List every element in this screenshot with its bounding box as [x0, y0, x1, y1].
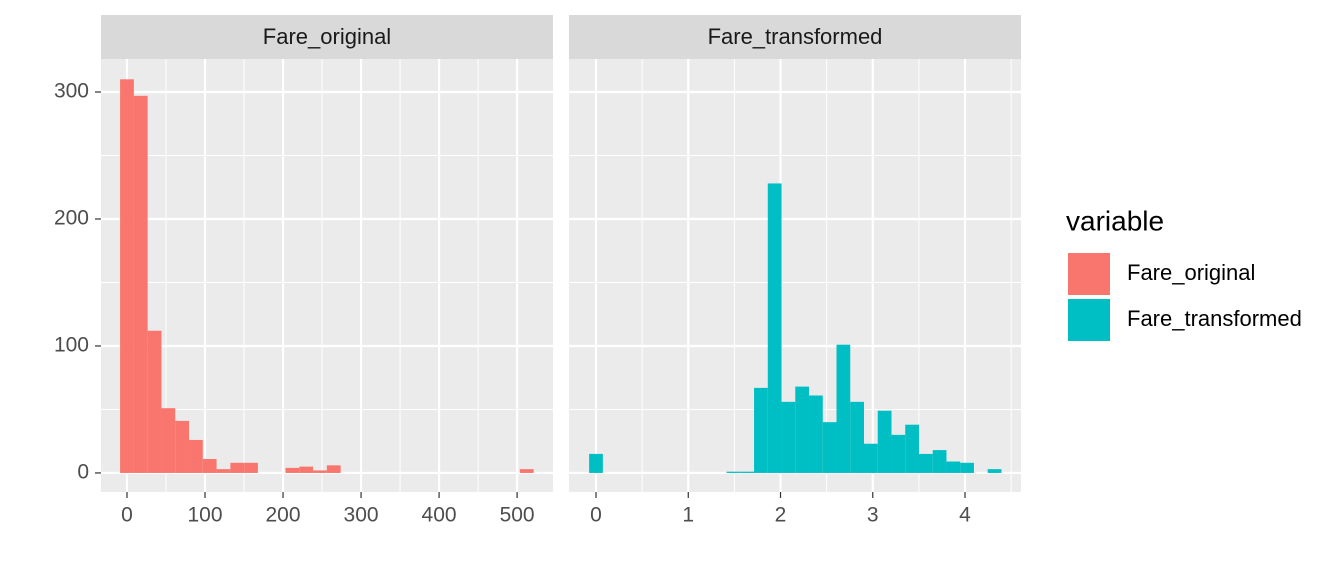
histogram-bar [175, 420, 190, 473]
histogram-bar [863, 443, 878, 473]
histogram-bar [133, 95, 148, 473]
x-tick-label: 300 [344, 504, 379, 527]
legend-label: Fare_transformed [1127, 306, 1302, 331]
histogram-bar [891, 434, 906, 473]
histogram-bar [822, 422, 837, 473]
histogram-bar [726, 471, 741, 473]
x-tick-label: 1 [682, 504, 694, 527]
y-tick-label: 300 [54, 80, 89, 103]
histogram-bar [850, 401, 864, 473]
strip-label: Fare_transformed [708, 24, 883, 49]
histogram-bar [299, 466, 314, 473]
histogram-bar [313, 470, 327, 473]
histogram-bar [519, 469, 534, 473]
legend-key [1068, 253, 1110, 295]
x-tick-label: 200 [266, 504, 301, 527]
legend-title: variable [1066, 205, 1164, 236]
x-tick-label: 0 [590, 504, 602, 527]
x-tick-label: 2 [775, 504, 787, 527]
x-tick-label: 400 [422, 504, 457, 527]
histogram-bar [189, 439, 203, 473]
histogram-bar [781, 401, 796, 473]
x-tick-label: 3 [867, 504, 879, 527]
histogram-bar [918, 453, 933, 473]
strip-background [569, 15, 1021, 59]
histogram-bar [905, 424, 919, 473]
strip-label: Fare_original [263, 24, 391, 49]
histogram-bar [754, 387, 768, 473]
histogram-bar [589, 453, 603, 473]
histogram-bar [120, 79, 134, 473]
histogram-bar [767, 183, 782, 473]
histogram-bar [244, 462, 258, 473]
histogram-bar [960, 462, 974, 473]
histogram-bar [161, 408, 176, 473]
y-tick-label: 100 [54, 334, 89, 357]
histogram-bar [809, 395, 823, 473]
x-tick-label: 4 [959, 504, 971, 527]
histogram-bar [202, 458, 217, 473]
legend-key [1068, 299, 1110, 341]
histogram-bar [216, 469, 231, 473]
x-tick-label: 100 [187, 504, 222, 527]
y-tick-label: 200 [54, 207, 89, 230]
histogram-bar [326, 465, 341, 473]
histogram-bar [987, 469, 1002, 473]
legend-label: Fare_original [1127, 260, 1255, 285]
histogram-bar [285, 467, 300, 473]
y-tick-label: 0 [77, 460, 89, 483]
x-tick-label: 0 [121, 504, 133, 527]
histogram-bar [946, 461, 961, 473]
histogram-bar [877, 410, 892, 473]
histogram-bar [147, 330, 162, 473]
histogram-bar [795, 386, 810, 473]
histogram-bar [740, 471, 755, 473]
x-tick-label: 500 [500, 504, 535, 527]
histogram-bar [932, 450, 947, 473]
histogram-bar [836, 344, 851, 473]
strip-background [101, 15, 553, 59]
histogram-bar [230, 462, 245, 473]
